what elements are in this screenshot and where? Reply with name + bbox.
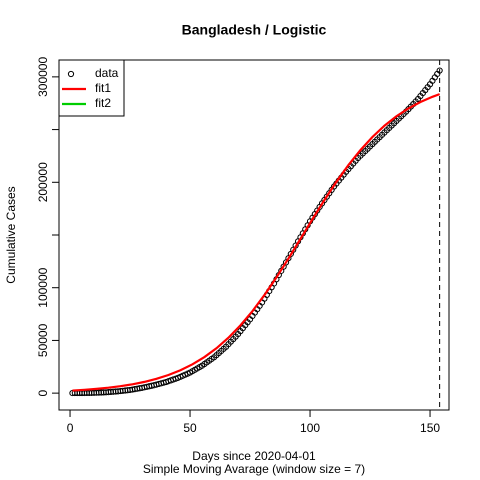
- x-tick-label: 100: [300, 421, 320, 435]
- x-tick-label: 50: [183, 421, 197, 435]
- legend-label: fit1: [95, 81, 111, 95]
- y-tick-label: 50000: [36, 323, 50, 357]
- data-point: [436, 67, 443, 74]
- fit-line: [72, 93, 441, 392]
- x-tick-label: 0: [67, 421, 74, 435]
- y-axis-label: Cumulative Cases: [4, 186, 18, 283]
- legend-label: data: [95, 66, 119, 80]
- y-tick-label: 300000: [36, 57, 50, 97]
- chart-title: Bangladesh / Logistic: [182, 22, 327, 38]
- y-tick-label: 0: [36, 389, 50, 396]
- x-tick-label: 150: [420, 421, 440, 435]
- x-axis-label: Days since 2020-04-01: [192, 449, 316, 463]
- y-tick-label: 200000: [36, 162, 50, 202]
- subtitle: Simple Moving Avarage (window size = 7): [143, 462, 365, 476]
- legend-label: fit2: [95, 96, 111, 110]
- y-tick-label: 100000: [36, 267, 50, 307]
- legend-symbol: [67, 70, 75, 78]
